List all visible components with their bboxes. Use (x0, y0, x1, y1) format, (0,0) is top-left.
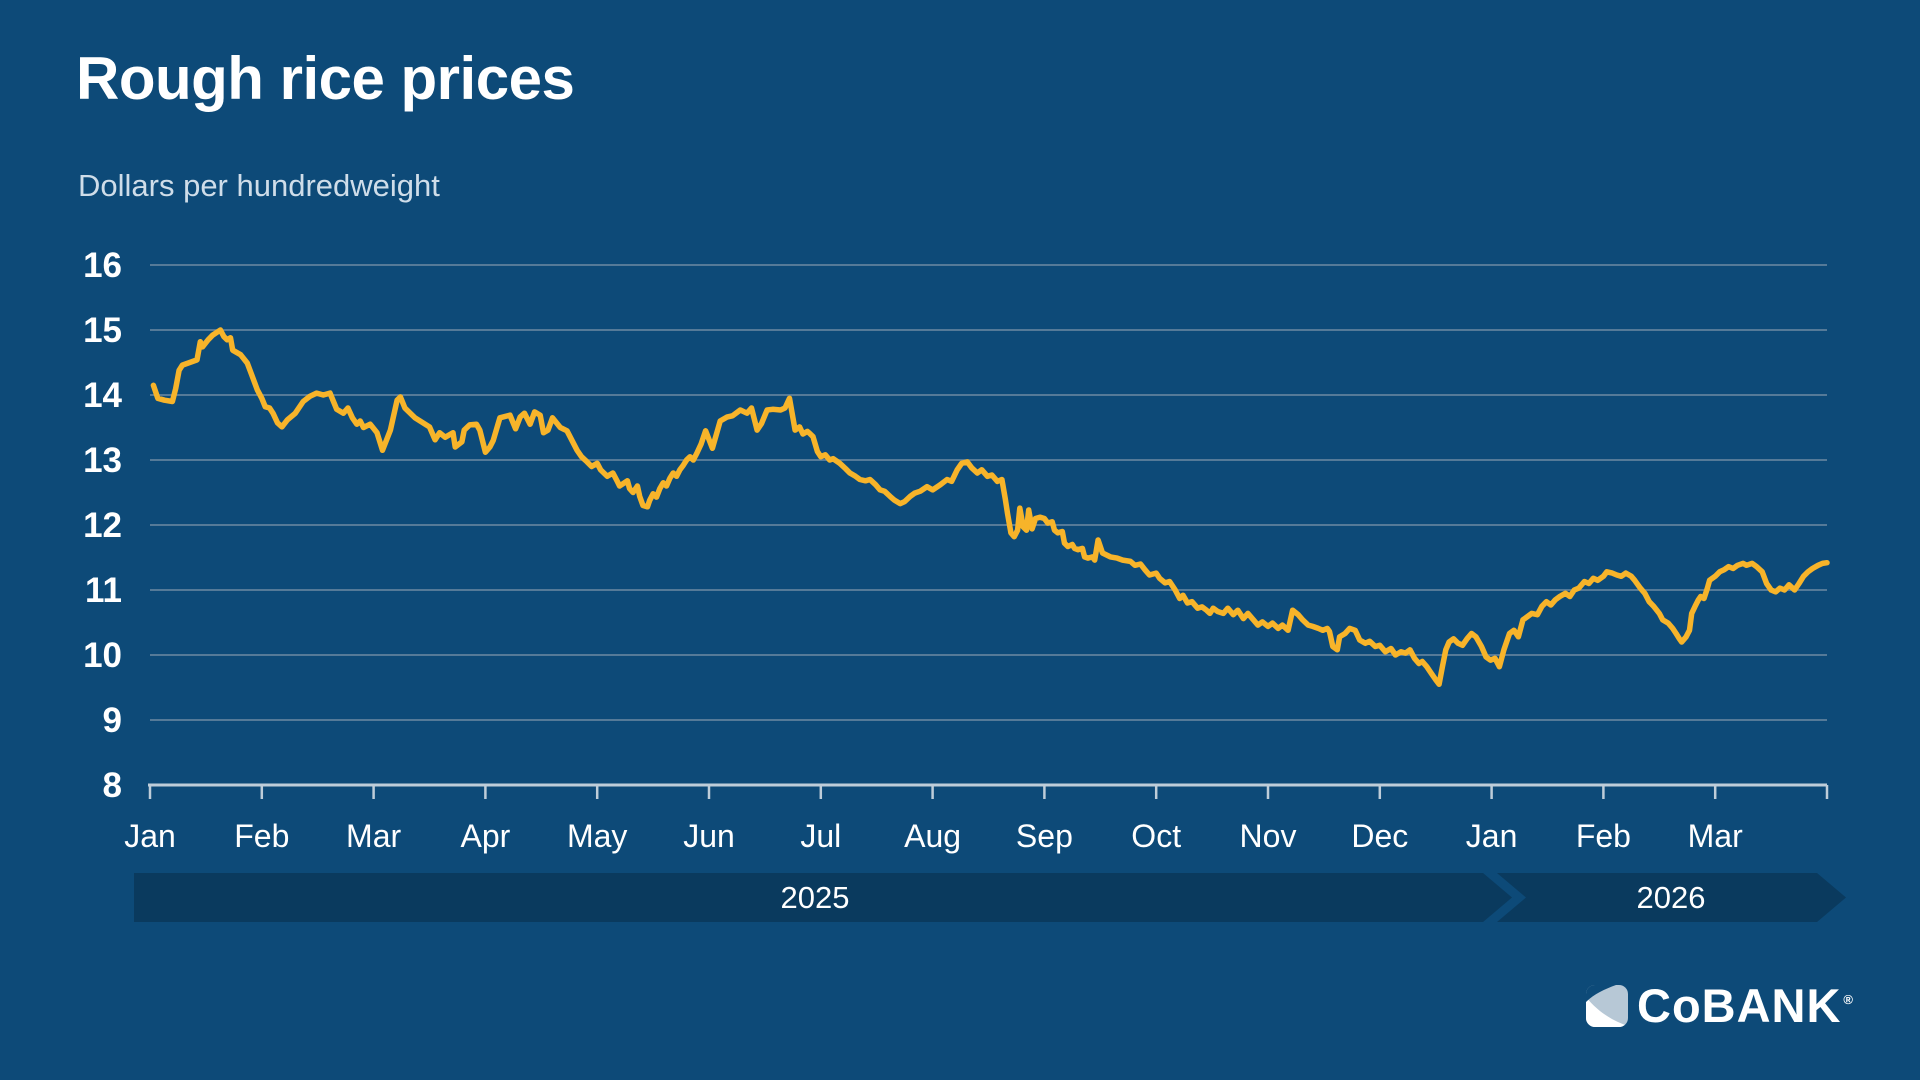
page-title: Rough rice prices (76, 45, 575, 112)
x-tick-label: Dec (1351, 818, 1408, 854)
x-tick-label: Jul (800, 818, 841, 854)
y-tick-label: 11 (85, 571, 122, 610)
y-tick-label: 13 (83, 441, 122, 480)
logo-icon-white-sail (1586, 996, 1628, 1027)
page-subtitle: Dollars per hundredweight (78, 168, 440, 203)
timeline-2025-segment (134, 873, 1512, 922)
y-tick-label: 16 (83, 246, 122, 285)
y-tick-label: 14 (83, 376, 122, 415)
timeline-year-2026-label: 2026 (1637, 880, 1706, 915)
x-tick-label: Feb (234, 818, 289, 854)
y-tick-label: 15 (83, 311, 122, 350)
y-tick-label: 12 (83, 506, 122, 545)
cobank-logo-icon (1586, 984, 1628, 1027)
x-tick-label: Feb (1576, 818, 1631, 854)
x-tick-label: Jan (1466, 818, 1518, 854)
x-tick-label: Jun (683, 818, 735, 854)
price-line (150, 327, 1830, 688)
x-tick-label: May (567, 818, 627, 854)
x-tick-label: Oct (1131, 818, 1181, 854)
logo-icon-navy-wedge (1586, 984, 1616, 1002)
timeline-year-2025-label: 2025 (781, 880, 850, 915)
x-tick-label: Apr (461, 818, 511, 854)
x-tick-label: Mar (346, 818, 401, 854)
registered-trademark-symbol: ® (1843, 992, 1855, 1007)
cobank-logo: CoBANK ® (1586, 982, 1854, 1029)
x-tick-label: Sep (1016, 818, 1073, 854)
y-tick-label: 10 (83, 636, 122, 675)
x-tick-label: Aug (904, 818, 961, 854)
timeline-2026-segment (1497, 873, 1846, 922)
y-tick-label: 9 (103, 701, 122, 740)
year-timeline: 2025 2026 (134, 873, 1846, 922)
y-tick-label: 8 (103, 766, 122, 805)
x-tick-label: Nov (1240, 818, 1297, 854)
x-tick-label: Mar (1688, 818, 1743, 854)
x-tick-label: Jan (124, 818, 176, 854)
cobank-logo-text: CoBANK ® (1637, 979, 1855, 1032)
